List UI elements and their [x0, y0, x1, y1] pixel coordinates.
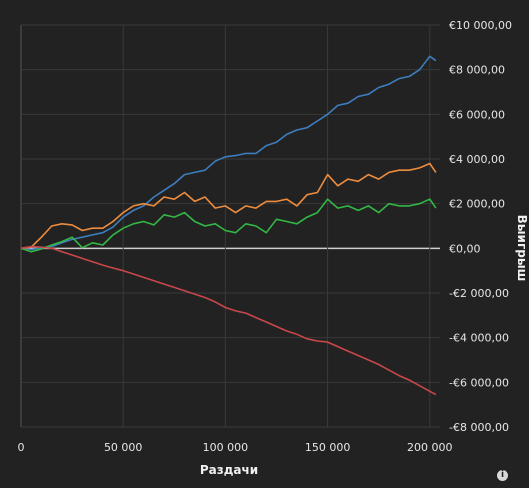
grid [20, 24, 440, 428]
x-axis-title: Раздачи [200, 463, 258, 477]
y-tick-label: €10 000,00 [449, 19, 512, 32]
y-tick-label: -€8 000,00 [449, 421, 509, 434]
series-line-1 [20, 55, 437, 251]
series-line-2 [20, 162, 437, 250]
series-line-3 [20, 198, 437, 253]
y-axis-title: Выигрыш [515, 215, 529, 282]
y-tick-label: €6 000,00 [449, 108, 505, 121]
y-tick-label: -€4 000,00 [449, 332, 509, 345]
y-tick-label: -€2 000,00 [449, 287, 509, 300]
y-tick-label: €2 000,00 [449, 198, 505, 211]
series-layer [20, 55, 437, 396]
x-tick-label: 200 000 [407, 441, 453, 454]
tick-labels: €10 000,00 €8 000,00 €6 000,00 €4 000,00 €2 … [18, 19, 512, 454]
x-tick-label: 150 000 [305, 441, 351, 454]
y-tick-label: €4 000,00 [449, 153, 505, 166]
x-tick-label: 0 [18, 441, 25, 454]
series-line-4 [20, 245, 437, 396]
info-icon[interactable]: i [497, 470, 508, 481]
x-tick-label: 50 000 [104, 441, 143, 454]
x-tick-label: 100 000 [203, 441, 249, 454]
y-tick-label: €8 000,00 [449, 64, 505, 77]
y-tick-label: €0,00 [449, 242, 481, 255]
y-tick-label: -€6 000,00 [449, 376, 509, 389]
